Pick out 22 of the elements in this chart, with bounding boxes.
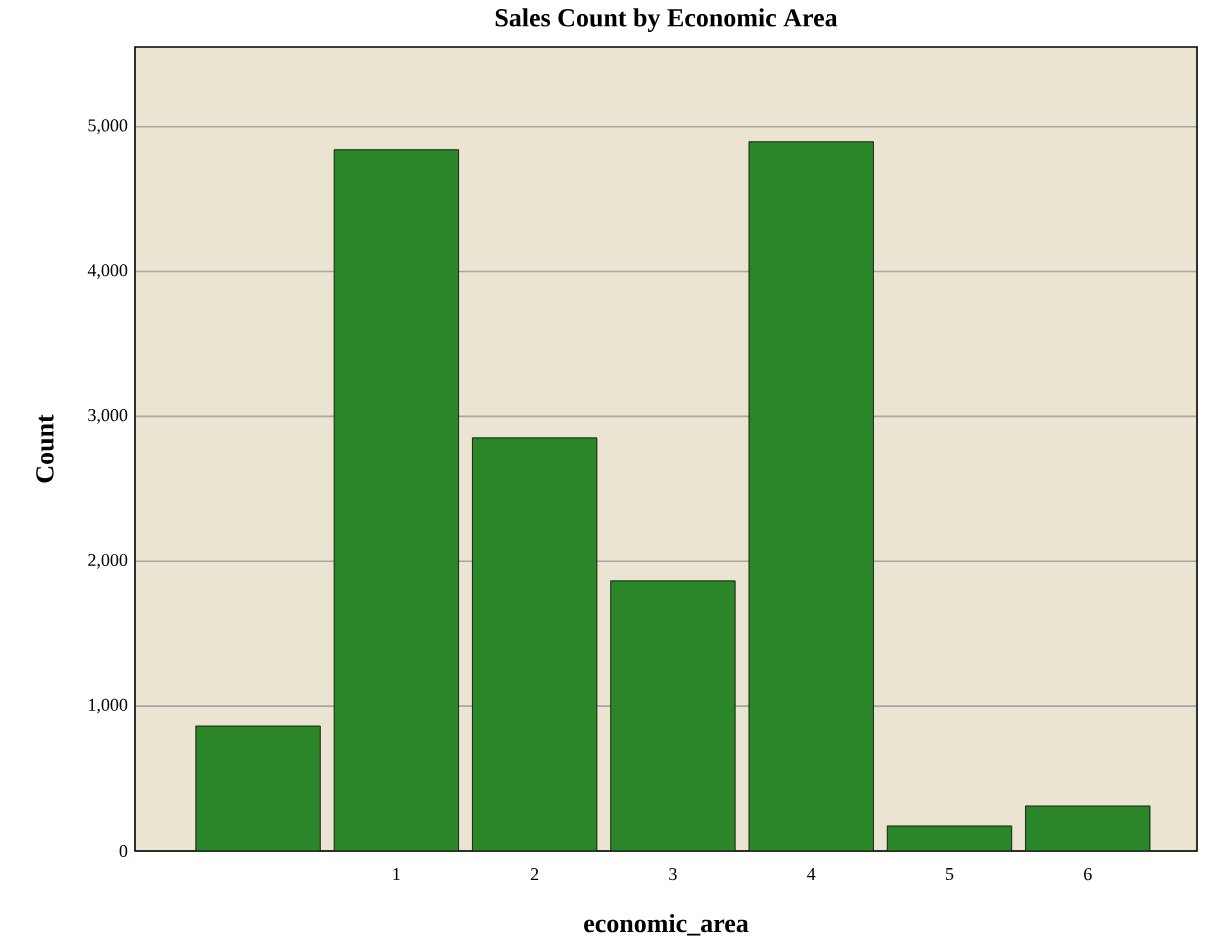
- x-tick-label: 1: [393, 868, 400, 880]
- y-axis-title: Count: [36, 414, 54, 483]
- x-tick-label: 6: [1084, 868, 1092, 881]
- y-tick-label: 2,000: [88, 553, 128, 569]
- chart-title: Sales Count by Economic Area: [495, 8, 838, 32]
- x-tick-label: 2: [530, 868, 539, 880]
- x-tick-label: 5: [946, 868, 954, 881]
- bar: [195, 725, 321, 851]
- bar: [1025, 805, 1151, 851]
- y-tick-label: 0: [119, 844, 128, 858]
- bar: [610, 580, 736, 851]
- y-tick-label: 1,000: [89, 698, 128, 714]
- x-tick-label: 3: [669, 868, 677, 881]
- x-tick-label: 4: [807, 868, 816, 880]
- y-tick-label: 3,000: [88, 409, 128, 424]
- bar: [748, 141, 874, 851]
- x-axis-title: economic_area: [584, 913, 749, 936]
- bar: [887, 825, 1012, 851]
- bar: [334, 149, 459, 851]
- y-tick-label: 4,000: [87, 264, 128, 279]
- y-tick-label: 5,000: [88, 119, 128, 135]
- bar: [472, 437, 597, 851]
